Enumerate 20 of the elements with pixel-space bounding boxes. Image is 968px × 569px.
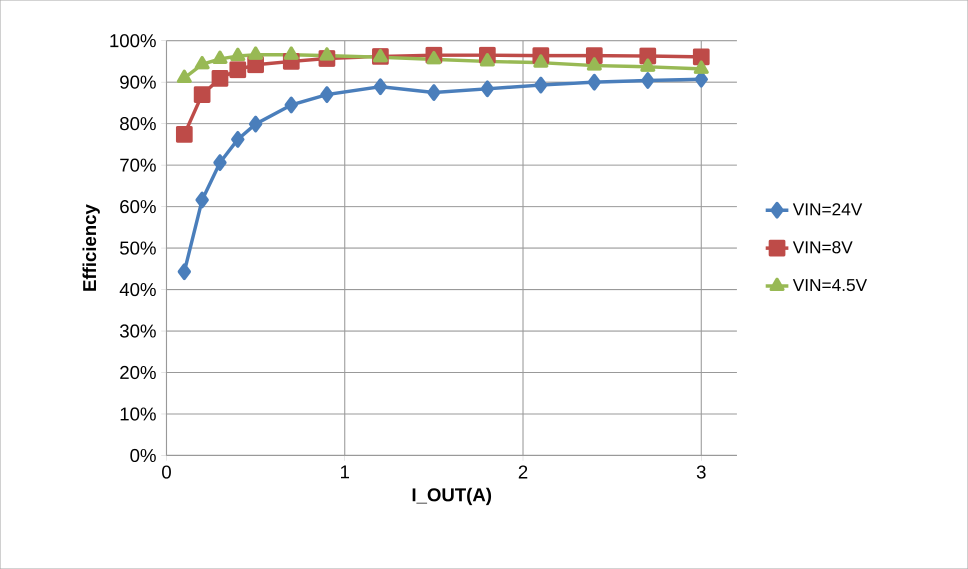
y-axis-title: Efficiency <box>82 204 100 291</box>
y-tick-label: 10% <box>120 407 156 421</box>
y-tick-label: 60% <box>120 200 156 214</box>
y-tick-label: 20% <box>120 366 156 380</box>
x-axis-title: I_OUT(A) <box>412 488 492 506</box>
y-tick-label: 100% <box>110 34 156 48</box>
y-tick-label: 80% <box>120 117 156 130</box>
x-tick-label: 2 <box>518 465 528 478</box>
x-tick-label: 1 <box>340 465 350 478</box>
legend-label: VIN=8V <box>792 241 853 254</box>
x-tick-label: 3 <box>696 465 706 479</box>
legend-label: VIN=24V <box>792 203 862 216</box>
y-tick-label: 30% <box>120 324 156 338</box>
y-tick-label: 40% <box>120 282 156 296</box>
y-tick-label: 90% <box>120 76 156 89</box>
x-tick-label: 0 <box>162 465 171 479</box>
y-tick-label: 50% <box>120 241 156 255</box>
legend-label: VIN=4.5V <box>792 279 868 292</box>
y-tick-label: 70% <box>120 158 156 172</box>
y-tick-label: 0% <box>130 448 156 462</box>
